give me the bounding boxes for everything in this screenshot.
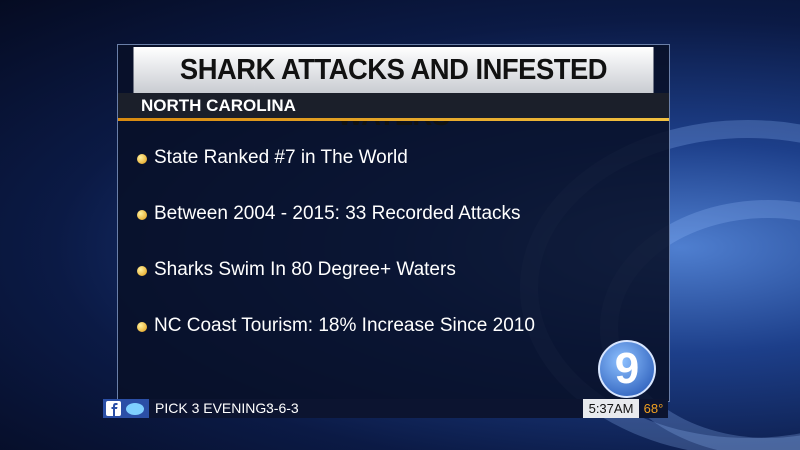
time: 5:37AM: [583, 399, 639, 418]
bullet-dot: [137, 266, 147, 276]
bullet-text: NC Coast Tourism: 18% Increase Since 201…: [154, 315, 535, 336]
ticker-label: PICK 3 EVENING:: [155, 400, 271, 416]
bullet-text: Between 2004 - 2015: 33 Recorded Attacks: [154, 203, 521, 224]
station-logo: 9: [598, 340, 656, 398]
ticker-bar: PICK 3 EVENING: 3-6-3 5:37AM 68°: [103, 399, 668, 418]
bullet-text: Sharks Swim In 80 Degree+ Waters: [154, 259, 456, 280]
facebook-glyph: [111, 403, 118, 416]
temperature: 68°: [639, 399, 668, 418]
social-icons-svg: [106, 401, 144, 416]
twitter-icon: [126, 403, 144, 415]
bullet-dot: [137, 154, 147, 164]
bullet-dot: [137, 322, 147, 332]
social-icons: [103, 399, 149, 418]
divider: [118, 118, 669, 121]
graphic-panel: SHARK ATTACKS AND INFESTED WATERS NORTH …: [117, 44, 670, 402]
bullet-item: NC Coast Tourism: 18% Increase Since 201…: [137, 315, 535, 337]
subtitle: NORTH CAROLINA: [118, 93, 669, 118]
bullet-item: Between 2004 - 2015: 33 Recorded Attacks: [137, 203, 521, 225]
bullet-item: Sharks Swim In 80 Degree+ Waters: [137, 259, 456, 281]
ticker-value: 3-6-3: [266, 400, 299, 416]
bullet-dot: [137, 210, 147, 220]
title: SHARK ATTACKS AND INFESTED WATERS: [133, 47, 654, 132]
bullet-item: State Ranked #7 in The World: [137, 147, 408, 169]
bullet-text: State Ranked #7 in The World: [154, 147, 408, 168]
